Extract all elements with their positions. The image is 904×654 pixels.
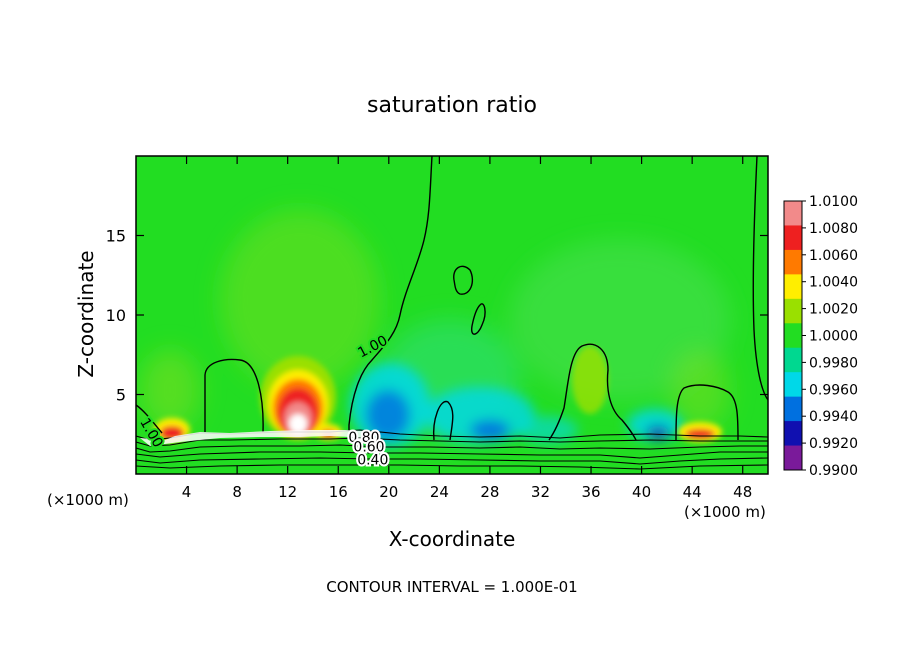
contours-1.00 bbox=[136, 156, 768, 441]
y-tick-label: 5 bbox=[116, 386, 126, 405]
contour-line bbox=[136, 464, 768, 470]
contour-line bbox=[432, 400, 454, 441]
contour-label: 0.80 bbox=[348, 430, 379, 446]
dry-regions bbox=[350, 363, 683, 447]
x-tick-label: 48 bbox=[733, 483, 752, 501]
contour-line bbox=[752, 156, 768, 401]
terrain-patch bbox=[140, 430, 378, 446]
x-tick-label: 8 bbox=[232, 483, 242, 501]
plot-area bbox=[136, 156, 768, 474]
contour-label: 0.40 bbox=[357, 452, 388, 468]
x-axis-ticks: 4 8 12 16 20 24 28 32 36 40 44 48 bbox=[182, 156, 752, 501]
contour-line bbox=[136, 404, 163, 434]
x-axis-label: X-coordinate bbox=[389, 527, 516, 551]
contour-line bbox=[470, 303, 486, 335]
contour-line bbox=[348, 156, 433, 440]
colorbar-swatch bbox=[784, 396, 802, 422]
x-tick-label: 36 bbox=[581, 483, 600, 501]
contour-label-halo: 0.60 bbox=[353, 440, 384, 456]
contour-line bbox=[204, 358, 264, 433]
colorbar-swatch bbox=[784, 323, 802, 349]
y-axis-label: Z-coordinate bbox=[74, 250, 98, 377]
colorbar-label: 0.9960 bbox=[809, 382, 858, 398]
colorbar-swatch bbox=[784, 421, 802, 447]
colorbar: 1.0100 1.0080 1.0060 1.0040 1.0020 1.0000 0.99… bbox=[783, 194, 858, 479]
contour-line bbox=[136, 444, 768, 453]
colorbar-label: 1.0060 bbox=[809, 248, 858, 264]
colorbar-swatch bbox=[784, 225, 802, 251]
contour-interval-note: CONTOUR INTERVAL = 1.000E-01 bbox=[326, 578, 577, 596]
colorbar-label: 0.9920 bbox=[809, 436, 858, 452]
colorbar-swatch bbox=[784, 347, 802, 373]
x-tick-label: 32 bbox=[531, 483, 550, 501]
x-tick-label: 40 bbox=[632, 483, 651, 501]
colorbar-label: 1.0080 bbox=[809, 221, 858, 237]
colorbar-label: 0.9940 bbox=[809, 409, 858, 425]
y-tick-label: 15 bbox=[106, 227, 126, 246]
x-tick-label: 16 bbox=[329, 483, 348, 501]
y-axis-ticks: 5 10 15 bbox=[106, 227, 768, 405]
colorbar-label: 0.9900 bbox=[809, 463, 858, 479]
x-tick-label: 44 bbox=[683, 483, 702, 501]
x-unit-right: (×1000 m) bbox=[684, 503, 766, 521]
contour-line bbox=[136, 451, 768, 459]
colorbar-label: 1.0100 bbox=[809, 194, 858, 210]
colorbar-swatch bbox=[784, 201, 802, 226]
contour-line bbox=[675, 384, 739, 441]
contour-line bbox=[548, 343, 637, 441]
colorbar-label: 1.0040 bbox=[809, 275, 858, 291]
colorbar-swatch bbox=[784, 298, 802, 324]
x-tick-label: 24 bbox=[430, 483, 449, 501]
chart-title: saturation ratio bbox=[367, 93, 537, 118]
field-shading bbox=[140, 210, 730, 440]
contour-label-halo: 0.40 bbox=[357, 452, 388, 468]
contour-line bbox=[453, 265, 474, 295]
contour-label-halo: 0.80 bbox=[348, 430, 379, 446]
colorbar-swatch bbox=[784, 445, 802, 471]
x-tick-label: 28 bbox=[480, 483, 499, 501]
x-tick-label: 20 bbox=[379, 483, 398, 501]
colorbar-label: 1.0020 bbox=[809, 302, 858, 318]
y-tick-label: 10 bbox=[106, 306, 126, 325]
colorbar-label: 0.9980 bbox=[809, 355, 858, 371]
x-tick-label: 12 bbox=[278, 483, 297, 501]
colorbar-label: 1.0000 bbox=[809, 329, 858, 345]
colorbar-swatch bbox=[784, 274, 802, 300]
x-unit-left: (×1000 m) bbox=[47, 491, 129, 509]
x-tick-label: 4 bbox=[182, 483, 192, 501]
contour-line bbox=[136, 437, 768, 447]
contour-label: 0.60 bbox=[353, 440, 384, 456]
contour-line bbox=[136, 457, 768, 465]
colorbar-swatch bbox=[784, 249, 802, 275]
colorbar-swatch bbox=[784, 372, 802, 398]
